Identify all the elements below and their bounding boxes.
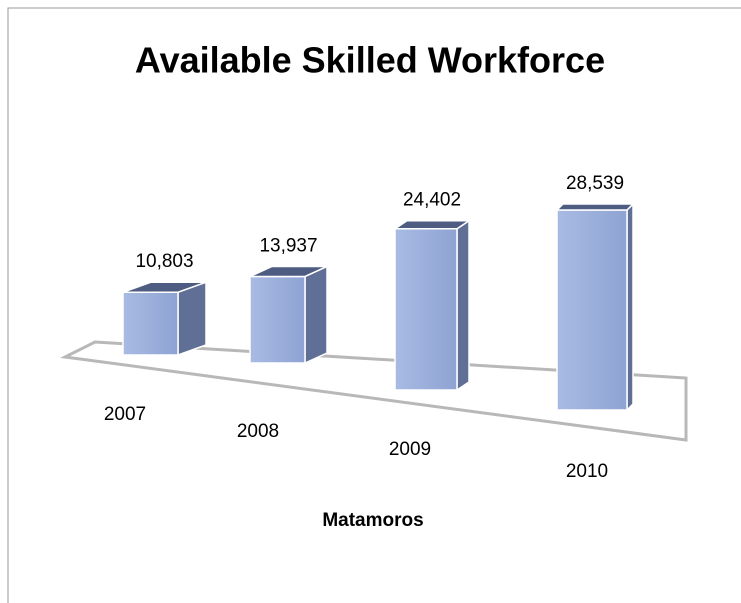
x-axis-label: Matamoros <box>322 510 423 531</box>
data-label: 13,937 <box>259 235 317 256</box>
bar-side <box>304 265 328 365</box>
bar-front <box>122 291 179 356</box>
x-tick-label: 2007 <box>104 404 146 425</box>
bar-top <box>555 203 635 211</box>
data-label: 24,402 <box>403 190 461 211</box>
data-label: 10,803 <box>135 251 193 272</box>
x-tick-label: 2008 <box>237 421 279 442</box>
bar-front <box>394 227 458 391</box>
x-tick-label: 2010 <box>566 461 608 482</box>
floor <box>59 340 688 442</box>
data-label: 28,539 <box>566 173 624 194</box>
frame <box>7 7 741 603</box>
bar-top <box>392 219 472 230</box>
bar-top <box>249 265 328 278</box>
bar-top <box>122 281 207 293</box>
bar <box>249 265 328 365</box>
bar-side <box>626 202 634 412</box>
bar-front <box>556 209 628 411</box>
bar <box>122 281 207 357</box>
bar-front <box>249 275 306 364</box>
bar <box>392 219 472 392</box>
bar-side <box>177 281 207 357</box>
bar <box>555 202 635 412</box>
x-tick-label: 2009 <box>389 439 431 460</box>
bar-side <box>456 219 470 392</box>
chart-title: Available Skilled Workforce <box>135 40 605 81</box>
